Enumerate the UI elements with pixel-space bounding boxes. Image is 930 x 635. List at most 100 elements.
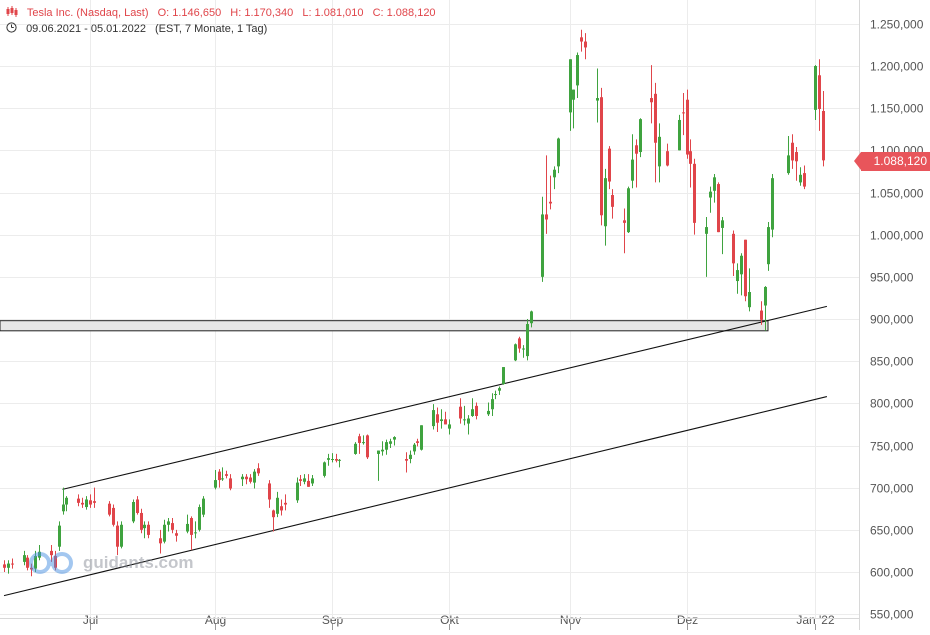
candle bbox=[658, 123, 661, 183]
candle bbox=[163, 519, 166, 544]
candle bbox=[413, 442, 416, 455]
candle-body bbox=[584, 41, 587, 48]
x-tick-label: Nov bbox=[560, 613, 581, 627]
candle bbox=[241, 474, 244, 486]
candle-body bbox=[327, 458, 330, 460]
candle bbox=[194, 521, 197, 539]
candle-body bbox=[143, 524, 146, 529]
instrument-title[interactable]: Tesla Inc. (Nasdaq, Last) bbox=[26, 7, 149, 19]
candle-body bbox=[147, 524, 150, 535]
candle bbox=[814, 65, 817, 120]
candle bbox=[740, 253, 743, 296]
candle-body bbox=[85, 499, 88, 508]
candle bbox=[467, 415, 470, 435]
candle bbox=[218, 469, 221, 488]
candle-body bbox=[580, 37, 583, 42]
candle bbox=[58, 521, 61, 551]
candle-body bbox=[140, 512, 143, 530]
candle-body bbox=[459, 406, 462, 419]
candle-body bbox=[732, 233, 735, 264]
candle bbox=[381, 441, 384, 456]
candle-body bbox=[514, 344, 517, 361]
candle-body bbox=[557, 138, 560, 167]
candle-body bbox=[420, 425, 423, 450]
candle-body bbox=[791, 142, 794, 161]
ohlc-open: O: 1.146,650 bbox=[157, 7, 222, 19]
candle bbox=[85, 496, 88, 510]
candle-body bbox=[3, 564, 6, 568]
candle-body bbox=[136, 499, 139, 513]
range-header: 09.06.2021 - 05.01.2022 (EST, 7 Monate, … bbox=[6, 22, 273, 36]
candle bbox=[81, 497, 84, 508]
candle-body bbox=[93, 501, 96, 503]
candle-body bbox=[108, 503, 111, 515]
candle-body bbox=[405, 458, 408, 461]
candle bbox=[214, 469, 217, 490]
candle-body bbox=[491, 399, 494, 410]
candle bbox=[744, 239, 747, 302]
candle bbox=[436, 407, 439, 433]
candle bbox=[491, 393, 494, 416]
candle bbox=[171, 518, 174, 534]
candle-body bbox=[530, 311, 533, 324]
x-tick-label: Aug bbox=[205, 613, 226, 627]
candle-body bbox=[635, 145, 638, 154]
ohlc-low: L: 1.081,010 bbox=[302, 7, 364, 19]
candle bbox=[569, 59, 572, 131]
candle-body bbox=[381, 449, 384, 452]
candle bbox=[689, 139, 692, 188]
candle bbox=[276, 491, 279, 518]
candle bbox=[112, 504, 115, 527]
candle-body bbox=[413, 444, 416, 452]
candlestick-chart-icon bbox=[6, 6, 18, 20]
candle-body bbox=[249, 477, 252, 482]
candle bbox=[272, 509, 275, 532]
candle-body bbox=[335, 458, 338, 461]
candle bbox=[526, 319, 529, 361]
candle bbox=[771, 173, 774, 238]
candle bbox=[159, 529, 162, 554]
candle bbox=[257, 463, 260, 476]
candle bbox=[580, 29, 583, 52]
candle bbox=[93, 487, 96, 508]
candle-body bbox=[444, 419, 447, 425]
candle-body bbox=[526, 324, 529, 357]
candle-body bbox=[475, 405, 478, 416]
candle bbox=[432, 404, 435, 430]
y-tick-label: 1.000,000 bbox=[870, 229, 924, 243]
candle-body bbox=[623, 220, 626, 223]
x-tick-label: Sep bbox=[322, 613, 344, 627]
candle bbox=[545, 155, 548, 234]
support-zone-layer bbox=[0, 320, 769, 332]
candle bbox=[530, 310, 533, 328]
candle bbox=[221, 467, 224, 481]
trendline bbox=[3, 396, 828, 597]
candle bbox=[136, 496, 139, 515]
candle bbox=[120, 521, 123, 549]
support-zone bbox=[0, 320, 769, 332]
candle bbox=[494, 390, 497, 400]
candle-body bbox=[572, 89, 575, 100]
candle bbox=[26, 555, 29, 571]
candle-body bbox=[358, 436, 361, 443]
candle bbox=[296, 477, 299, 503]
candle bbox=[502, 367, 505, 385]
candle-body bbox=[713, 177, 716, 191]
candle bbox=[557, 137, 560, 174]
range-meta: (EST, 7 Monate, 1 Tag) bbox=[155, 23, 268, 35]
candle bbox=[77, 494, 80, 507]
ohlc-high: H: 1.170,340 bbox=[230, 7, 294, 19]
candle-body bbox=[323, 462, 326, 476]
y-tick-label: 1.050,000 bbox=[870, 187, 924, 201]
candle-body bbox=[545, 214, 548, 220]
candle bbox=[498, 386, 501, 395]
candle-body bbox=[132, 502, 135, 522]
candle-body bbox=[440, 419, 443, 422]
date-range[interactable]: 09.06.2021 - 05.01.2022 bbox=[26, 23, 146, 35]
candle bbox=[654, 82, 657, 183]
candle bbox=[389, 438, 392, 449]
candle-body bbox=[799, 174, 802, 183]
